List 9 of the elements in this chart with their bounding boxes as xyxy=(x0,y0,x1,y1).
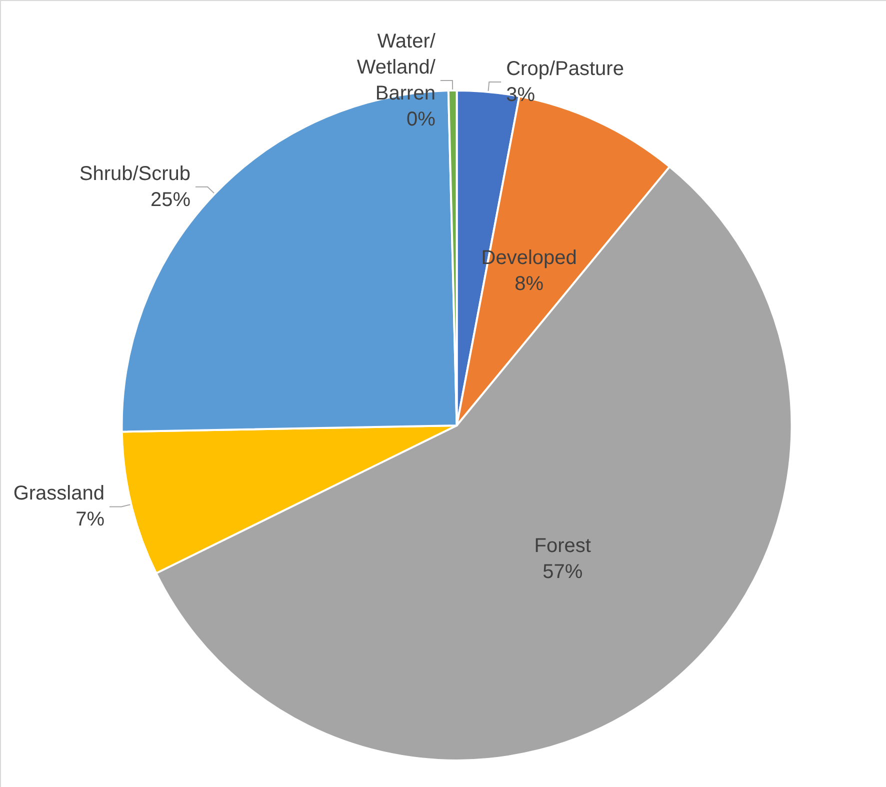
data-label: 57% xyxy=(542,561,583,584)
slice-label: Grassland xyxy=(13,482,104,505)
data-label: 7% xyxy=(76,508,105,531)
data-label: 8% xyxy=(514,273,544,296)
slice-label: Forest xyxy=(534,535,592,558)
slice-label: Crop/Pasture xyxy=(506,58,624,80)
data-label: 0% xyxy=(406,108,436,130)
slice-label: Shrub/Scrub xyxy=(79,162,191,185)
data-label: 25% xyxy=(150,188,191,211)
